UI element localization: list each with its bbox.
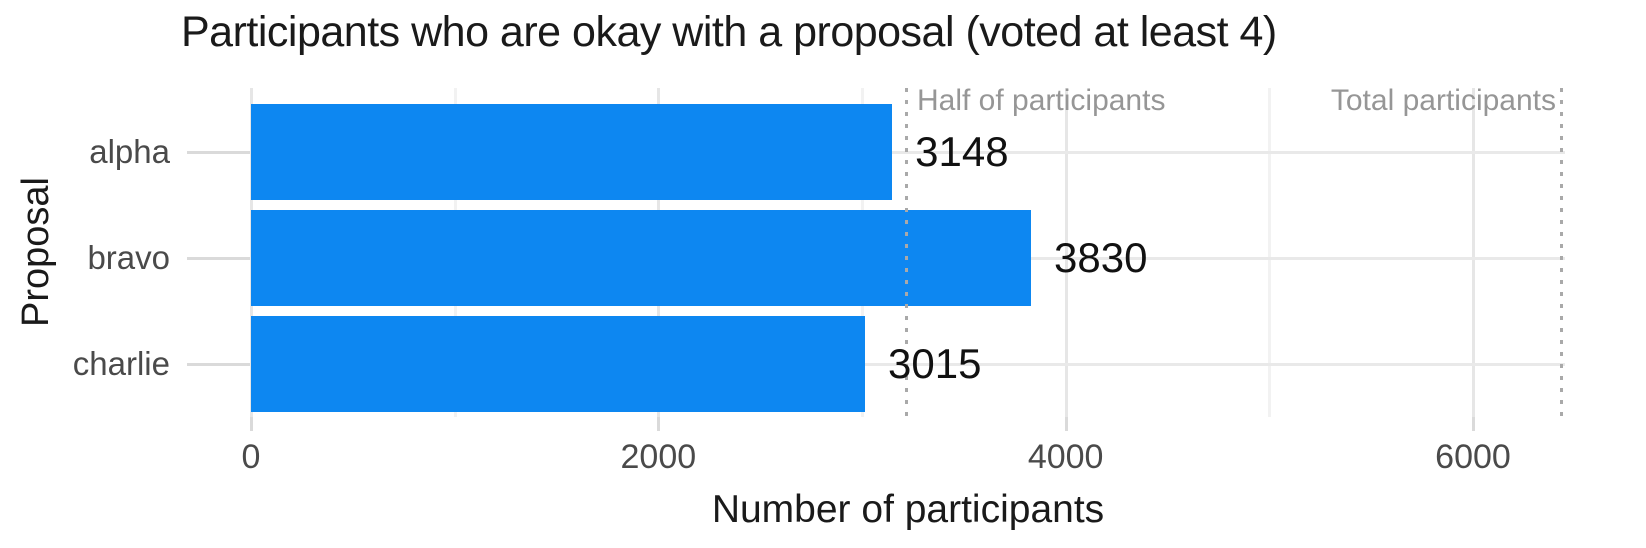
value-label-alpha: 3148 <box>915 128 1009 175</box>
half-participants-annotation: Half of participants <box>917 84 1166 117</box>
minor-gridline <box>1268 88 1272 417</box>
y-tick-mark <box>187 257 250 260</box>
y-tick-label-alpha: alpha <box>89 133 170 170</box>
total-participants-annotation: Total participants <box>1330 84 1556 117</box>
y-tick-label-charlie: charlie <box>72 345 170 382</box>
x-tick-mark <box>1472 417 1475 431</box>
category-gridline <box>251 363 1565 366</box>
x-tick-label-6000: 6000 <box>1435 438 1511 476</box>
bar-alpha <box>251 104 893 200</box>
major-gridline <box>1472 88 1475 417</box>
bar-bravo <box>251 210 1032 306</box>
x-tick-mark <box>250 417 253 431</box>
value-label-bravo: 3830 <box>1054 234 1148 281</box>
y-tick-mark <box>187 151 250 154</box>
chart-title: Participants who are okay with a proposa… <box>181 8 1277 56</box>
x-tick-mark <box>1064 417 1068 431</box>
major-gridline <box>1064 88 1068 417</box>
value-label-charlie: 3015 <box>888 340 982 387</box>
bar-charlie <box>251 316 866 412</box>
y-tick-label-bravo: bravo <box>87 239 170 276</box>
category-gridline <box>251 151 1565 154</box>
x-tick-label-4000: 4000 <box>1027 438 1104 476</box>
x-tick-label-0: 0 <box>241 438 261 476</box>
x-axis-title: Number of participants <box>711 488 1105 531</box>
reference-line-total <box>1560 88 1564 417</box>
y-tick-mark <box>187 363 250 366</box>
x-tick-label-2000: 2000 <box>620 438 697 476</box>
plot-panel <box>250 88 1565 417</box>
reference-line-half <box>904 88 908 417</box>
x-tick-mark <box>657 417 661 431</box>
